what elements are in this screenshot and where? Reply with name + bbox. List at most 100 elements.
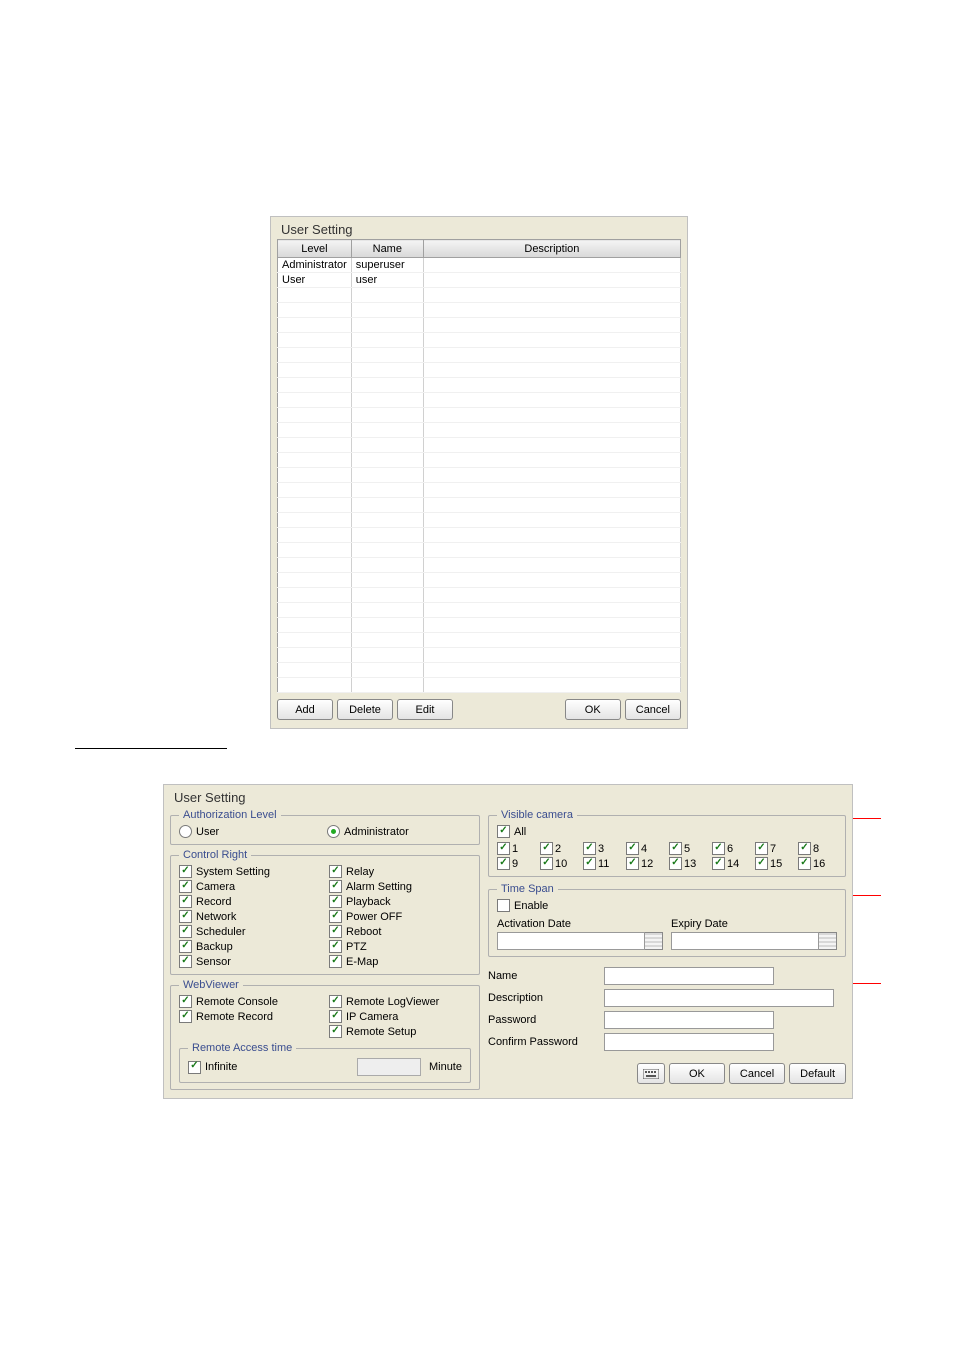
expiry-date-label: Expiry Date [671, 918, 728, 930]
default-button[interactable]: Default [789, 1063, 846, 1084]
camera-checkbox[interactable] [540, 857, 553, 870]
control-checkbox[interactable] [179, 880, 192, 893]
table-row[interactable] [278, 438, 681, 453]
control-checkbox[interactable] [179, 895, 192, 908]
activation-date-input[interactable] [497, 932, 645, 950]
edit-button[interactable]: Edit [397, 699, 453, 720]
camera-checkbox[interactable] [583, 857, 596, 870]
camera-label: 9 [512, 858, 518, 870]
webviewer-label: Remote Setup [346, 1026, 416, 1038]
activation-date-label: Activation Date [497, 918, 571, 930]
table-row[interactable] [278, 303, 681, 318]
table-row[interactable] [278, 528, 681, 543]
table-row[interactable] [278, 483, 681, 498]
table-row[interactable] [278, 618, 681, 633]
control-checkbox[interactable] [329, 955, 342, 968]
camera-checkbox[interactable] [755, 857, 768, 870]
webviewer-group: WebViewer Remote ConsoleRemote LogViewer… [170, 979, 480, 1090]
camera-checkbox[interactable] [798, 842, 811, 855]
webviewer-checkbox[interactable] [179, 995, 192, 1008]
name-input[interactable] [604, 967, 774, 985]
table-row[interactable] [278, 393, 681, 408]
webviewer-checkbox[interactable] [329, 1025, 342, 1038]
table-row[interactable] [278, 378, 681, 393]
camera-checkbox[interactable] [583, 842, 596, 855]
table-row[interactable] [278, 453, 681, 468]
all-cameras-checkbox[interactable] [497, 825, 510, 838]
control-checkbox[interactable] [179, 865, 192, 878]
control-checkbox[interactable] [329, 925, 342, 938]
control-checkbox[interactable] [329, 895, 342, 908]
table-row[interactable]: Useruser [278, 273, 681, 288]
table-row[interactable] [278, 678, 681, 693]
column-name[interactable]: Name [351, 240, 423, 258]
webviewer-item: Remote Console [179, 995, 321, 1008]
keyboard-icon[interactable] [637, 1063, 665, 1084]
table-row[interactable] [278, 363, 681, 378]
control-checkbox[interactable] [179, 925, 192, 938]
minute-input[interactable] [357, 1058, 421, 1076]
table-row[interactable] [278, 633, 681, 648]
webviewer-checkbox[interactable] [329, 1010, 342, 1023]
table-row[interactable] [278, 468, 681, 483]
control-checkbox[interactable] [329, 940, 342, 953]
calendar-icon[interactable] [819, 932, 837, 950]
table-row[interactable] [278, 408, 681, 423]
control-checkbox[interactable] [329, 910, 342, 923]
ok-button[interactable]: OK [669, 1063, 725, 1084]
password-input[interactable] [604, 1011, 774, 1029]
camera-checkbox[interactable] [755, 842, 768, 855]
add-button[interactable]: Add [277, 699, 333, 720]
camera-checkbox[interactable] [798, 857, 811, 870]
ok-button-top[interactable]: OK [565, 699, 621, 720]
user-radio[interactable] [179, 825, 192, 838]
table-row[interactable] [278, 603, 681, 618]
webviewer-checkbox[interactable] [329, 995, 342, 1008]
description-input[interactable] [604, 989, 834, 1007]
webviewer-item: Remote LogViewer [329, 995, 471, 1008]
table-row[interactable] [278, 333, 681, 348]
camera-label: 10 [555, 858, 567, 870]
camera-checkbox[interactable] [712, 842, 725, 855]
table-row[interactable] [278, 588, 681, 603]
camera-checkbox[interactable] [669, 842, 682, 855]
cancel-button[interactable]: Cancel [729, 1063, 785, 1084]
enable-checkbox[interactable] [497, 899, 510, 912]
control-checkbox[interactable] [329, 865, 342, 878]
expiry-date-input[interactable] [671, 932, 819, 950]
cancel-button-top[interactable]: Cancel [625, 699, 681, 720]
column-description[interactable]: Description [423, 240, 680, 258]
calendar-icon[interactable] [645, 932, 663, 950]
table-row[interactable] [278, 543, 681, 558]
camera-checkbox[interactable] [497, 842, 510, 855]
administrator-radio[interactable] [327, 825, 340, 838]
delete-button[interactable]: Delete [337, 699, 393, 720]
camera-checkbox[interactable] [626, 857, 639, 870]
table-row[interactable] [278, 558, 681, 573]
table-row[interactable] [278, 573, 681, 588]
confirm-password-input[interactable] [604, 1033, 774, 1051]
table-row[interactable] [278, 348, 681, 363]
camera-checkbox[interactable] [540, 842, 553, 855]
table-row[interactable] [278, 498, 681, 513]
table-row[interactable] [278, 423, 681, 438]
column-level[interactable]: Level [278, 240, 352, 258]
camera-checkbox[interactable] [669, 857, 682, 870]
table-row[interactable] [278, 318, 681, 333]
infinite-checkbox[interactable] [188, 1061, 201, 1074]
table-row[interactable] [278, 513, 681, 528]
left-column: Authorization Level User Administrator [170, 809, 480, 1090]
control-checkbox[interactable] [179, 955, 192, 968]
table-row[interactable] [278, 288, 681, 303]
control-checkbox[interactable] [179, 940, 192, 953]
table-row[interactable]: Administratorsuperuser [278, 258, 681, 273]
camera-checkbox[interactable] [497, 857, 510, 870]
camera-checkbox[interactable] [712, 857, 725, 870]
table-row[interactable] [278, 663, 681, 678]
webviewer-label: IP Camera [346, 1011, 398, 1023]
control-checkbox[interactable] [329, 880, 342, 893]
webviewer-checkbox[interactable] [179, 1010, 192, 1023]
camera-checkbox[interactable] [626, 842, 639, 855]
control-checkbox[interactable] [179, 910, 192, 923]
table-row[interactable] [278, 648, 681, 663]
